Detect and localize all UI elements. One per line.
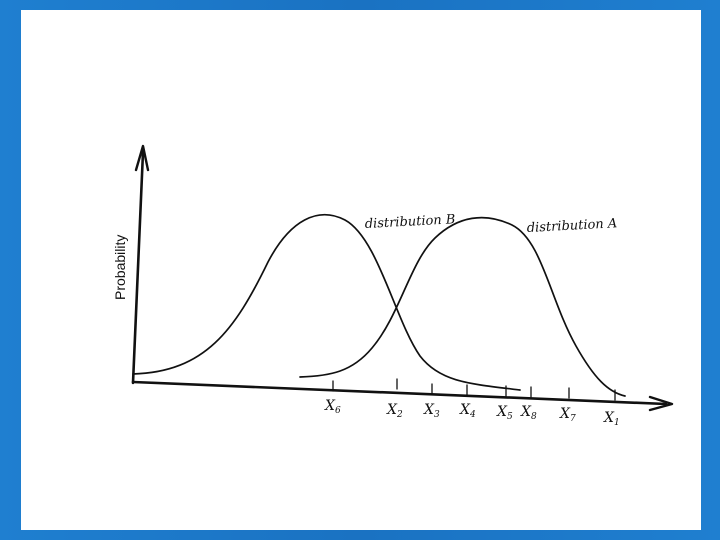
y-axis-arrowhead <box>134 144 150 172</box>
distribution-b-curve <box>132 213 521 391</box>
marker-x1: X1 <box>603 410 620 428</box>
marker-x5: X5 <box>496 404 513 422</box>
distribution-b-label: distribution B <box>364 212 455 232</box>
x-axis <box>131 380 668 406</box>
marker-x3: X3 <box>423 402 440 420</box>
marker-x7: X7 <box>559 406 576 424</box>
x-axis-arrowhead <box>648 395 674 412</box>
x-marker-labels: X6 X2 X3 X4 X5 X8 X7 X1 <box>324 398 620 428</box>
marker-x6: X6 <box>324 398 341 416</box>
marker-x2: X2 <box>386 402 403 420</box>
distribution-a-curve <box>299 216 626 397</box>
marker-x8: X8 <box>520 404 537 422</box>
distribution-a-label: distribution A <box>526 216 617 236</box>
x-axis-ticks <box>332 378 616 401</box>
y-axis <box>131 150 145 385</box>
y-axis-label: Probability <box>112 235 128 300</box>
slide-content <box>21 10 701 530</box>
marker-x4: X4 <box>459 402 476 420</box>
